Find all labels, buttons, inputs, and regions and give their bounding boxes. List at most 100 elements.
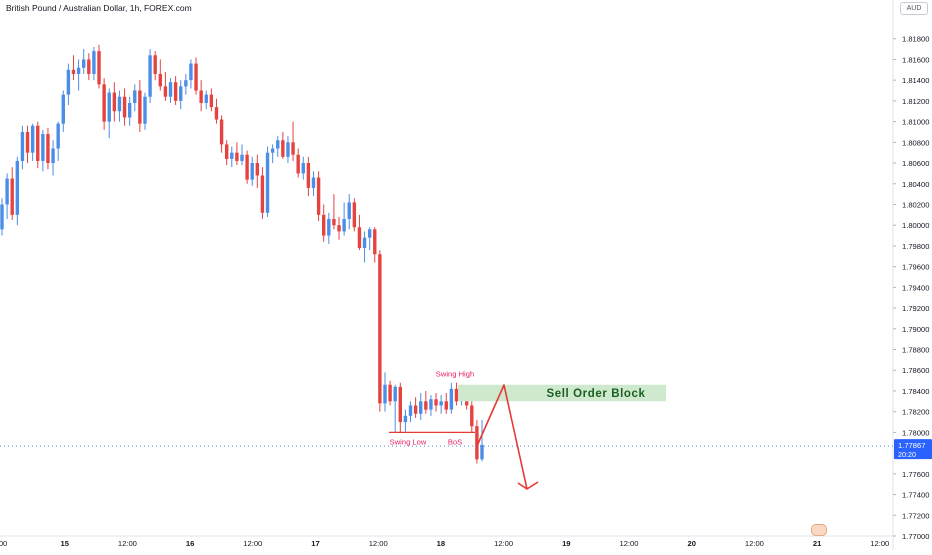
arrow-head [517, 481, 539, 490]
x-tick-label: 15 [60, 539, 69, 548]
y-tick-label: 1.80400 [902, 180, 929, 189]
x-tick-label: 12:00 [745, 539, 764, 548]
candle-body [127, 102, 132, 118]
candle-body [470, 405, 474, 427]
sell-order-block-zone [458, 384, 666, 402]
candle-body [112, 92, 117, 112]
candle-body [316, 177, 321, 215]
candle-body [357, 227, 362, 248]
candle-body [413, 405, 418, 414]
candle-body [270, 148, 275, 153]
candle-body [424, 401, 428, 410]
y-tick-label: 1.81600 [902, 55, 929, 64]
candle-body [143, 96, 147, 124]
candle-body [148, 55, 152, 97]
candle-body [102, 84, 106, 122]
x-tick-label: 21 [813, 539, 822, 548]
candle-body [439, 401, 443, 406]
candle-body [388, 384, 392, 402]
candle-body [235, 152, 239, 161]
candle-body [480, 444, 484, 460]
candle-body [224, 144, 229, 159]
candle-body [41, 134, 45, 161]
candle-body [71, 69, 76, 74]
candle-body [260, 175, 265, 213]
x-tick-label: 12:00 [870, 539, 889, 548]
candle-body [240, 154, 244, 161]
candle-body [56, 123, 60, 149]
y-tick-label: 1.79800 [902, 242, 929, 251]
swing-low-label: Swing Low [390, 437, 427, 446]
candle-body [296, 154, 300, 174]
y-tick-label: 1.78200 [902, 408, 929, 417]
y-tick-label: 1.77600 [902, 470, 929, 479]
candle-body [378, 254, 382, 404]
candle-body [301, 163, 305, 174]
y-tick-label: 1.77000 [902, 532, 929, 541]
candle-body [179, 86, 183, 101]
candle-body [347, 202, 351, 219]
candle-body [87, 59, 91, 74]
candle-body [92, 51, 96, 74]
candle-body [168, 82, 173, 97]
candle-body [454, 388, 459, 402]
candle-body [311, 177, 316, 188]
candle-body [194, 63, 198, 91]
candle-body [429, 399, 433, 410]
currency-button[interactable]: AUD [900, 2, 928, 15]
candle-body [122, 96, 127, 118]
candle-body [245, 154, 249, 180]
y-tick-label: 1.80200 [902, 200, 929, 209]
candle-body [204, 94, 208, 103]
candle-body [408, 405, 413, 416]
candle-body [133, 90, 137, 103]
sell-order-block-label: Sell Order Block [546, 388, 645, 400]
candle-body [209, 94, 214, 108]
candle-body [20, 131, 25, 161]
candle-body [398, 386, 402, 423]
y-tick-label: 1.81000 [902, 118, 929, 127]
candle-body [322, 214, 326, 236]
candle-body [306, 163, 311, 188]
bos-label: BoS [448, 437, 462, 446]
candle-body [107, 92, 111, 122]
candle-body [403, 415, 408, 423]
y-tick-label: 1.81200 [902, 97, 929, 106]
y-tick-label: 1.78600 [902, 366, 929, 375]
candle-body [117, 96, 122, 112]
candle-body [337, 225, 341, 232]
candle-body [36, 125, 40, 161]
candle-body [173, 82, 178, 101]
candle-body [332, 218, 336, 226]
candle-body [383, 384, 387, 404]
y-tick-label: 1.80800 [902, 138, 929, 147]
y-tick-label: 1.78800 [902, 346, 929, 355]
y-tick-label: 1.78400 [902, 387, 929, 396]
x-tick-label: 16 [186, 539, 194, 548]
candle-body [444, 401, 448, 410]
y-tick-label: 1.81800 [902, 35, 929, 44]
x-tick-label: 20 [687, 539, 695, 548]
candle-body [158, 73, 162, 87]
candle-body [184, 80, 188, 87]
x-tick-label: 12:00 [369, 539, 388, 548]
swing-high-label: Swing High [436, 370, 474, 379]
candle-body [230, 152, 234, 159]
y-tick-label: 1.79200 [902, 304, 929, 313]
y-tick-label: 1.79600 [902, 263, 929, 272]
price-tag-bg [894, 439, 932, 460]
candle-body [97, 51, 101, 85]
x-tick-label: 12:00 [494, 539, 513, 548]
y-tick-label: 1.78000 [902, 428, 929, 437]
x-tick-label: 12:00 [243, 539, 262, 548]
plot-background [0, 0, 893, 536]
candle-body [342, 218, 346, 232]
candle-body [61, 94, 65, 124]
candle-body [286, 142, 290, 157]
y-axis: 1.81800 1.81600 1.81400 1.81200 1.81000 1.808… [892, 0, 929, 550]
candle-body [10, 178, 14, 215]
candle-body [153, 55, 157, 74]
chart-title: British Pound / Australian Dollar, 1h, F… [6, 3, 192, 13]
